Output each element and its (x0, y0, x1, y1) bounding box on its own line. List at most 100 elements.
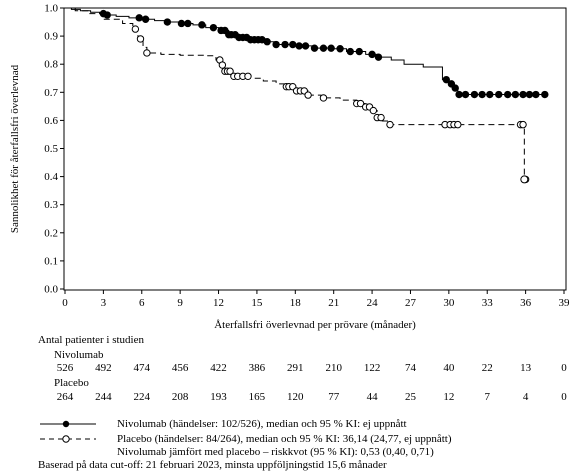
censor-marker-nivolumab (198, 21, 206, 29)
x-tick-label: 15 (251, 297, 263, 309)
censor-marker-nivolumab (301, 42, 310, 50)
x-tick-label: 30 (443, 297, 455, 309)
censor-marker-nivolumab (209, 23, 218, 32)
at-risk-count: 0 (561, 362, 567, 374)
at-risk-label-nivolumab: Nivolumab (54, 349, 104, 361)
censor-marker-placebo (143, 49, 151, 57)
at-risk-count: 13 (520, 362, 532, 374)
at-risk-count: 77 (328, 391, 340, 403)
at-risk-count: 208 (171, 391, 189, 403)
y-tick-label: 0.7 (44, 87, 58, 99)
legend-placebo-sample (40, 435, 96, 443)
x-tick-label: 24 (367, 297, 379, 309)
y-tick-label: 0.6 (44, 115, 58, 127)
at-risk-count: 291 (287, 362, 304, 374)
censor-marker-nivolumab (495, 90, 503, 99)
censor-marker-nivolumab (336, 45, 344, 53)
x-tick-label: 18 (290, 297, 302, 309)
censor-marker-placebo (356, 99, 365, 108)
series-layer (65, 7, 549, 184)
censor-marker-nivolumab (461, 90, 470, 99)
censor-marker-placebo (244, 72, 252, 80)
x-tick-label: 0 (62, 297, 68, 309)
at-risk-count: 165 (248, 391, 266, 403)
censor-marker-nivolumab (103, 11, 111, 19)
at-risk-count: 210 (325, 362, 342, 374)
x-tick-label: 6 (139, 297, 145, 309)
x-tick-label: 39 (559, 297, 571, 309)
censor-marker-nivolumab (289, 40, 297, 49)
censor-marker-nivolumab (374, 53, 383, 61)
censor-marker-nivolumab (519, 90, 527, 99)
hazard-ratio-text: Nivolumab jämfört med placebo – riskkvot… (117, 446, 434, 458)
censor-marker-placebo (136, 35, 145, 43)
at-risk-count: 386 (248, 362, 266, 374)
censor-marker-nivolumab (368, 50, 376, 59)
x-tick-label: 36 (520, 297, 532, 309)
at-risk-count: 264 (56, 391, 74, 403)
censor-marker-nivolumab (504, 90, 512, 99)
at-risk-count: 456 (171, 362, 189, 374)
censor-marker-nivolumab (532, 90, 540, 99)
series-line-nivolumab (65, 7, 545, 96)
censor-marker-nivolumab (478, 90, 486, 99)
censor-marker-placebo (519, 120, 527, 129)
censor-marker-nivolumab (272, 40, 280, 49)
at-risk-count: 526 (56, 362, 74, 374)
censor-marker-placebo (131, 25, 140, 33)
censor-marker-nivolumab (184, 19, 192, 28)
at-risk-count: 122 (363, 362, 381, 374)
series-placebo (65, 7, 530, 184)
y-tick-label: 0.5 (44, 143, 58, 155)
censor-marker-placebo (377, 113, 385, 122)
censor-marker-placebo (218, 61, 227, 69)
at-risk-count: 22 (481, 362, 493, 374)
y-tick-label: 0.8 (44, 59, 58, 71)
censor-marker-placebo (319, 94, 328, 102)
series-nivolumab (65, 7, 549, 99)
legend-nivolumab-sample (40, 420, 96, 428)
y-tick-label: 0.4 (44, 171, 58, 183)
at-risk-count: 25 (404, 391, 416, 403)
at-risk-count: 0 (561, 391, 567, 403)
y-axis-label: Sannolikhet för återfallsfri överlevnad (9, 64, 21, 233)
censor-marker-nivolumab (451, 84, 459, 92)
censor-marker-nivolumab (263, 38, 271, 46)
censor-marker-nivolumab (511, 90, 520, 99)
footnote: Baserad på data cut-off: 21 februari 202… (38, 459, 387, 471)
legend-nivolumab-text: Nivolumab (händelser: 102/526), median o… (117, 418, 407, 430)
censor-marker-nivolumab (470, 90, 479, 99)
x-tick-label: 3 (101, 297, 107, 309)
censor-marker-nivolumab (163, 18, 172, 26)
at-risk-count: 44 (366, 391, 378, 403)
legend-placebo-text: Placebo (händelser: 84/264), median och … (117, 433, 452, 445)
censor-marker-nivolumab (346, 47, 355, 56)
censor-marker-nivolumab (442, 75, 450, 84)
censor-marker-placebo (386, 120, 394, 129)
censor-marker-nivolumab (177, 19, 186, 28)
censor-marker-placebo (304, 91, 312, 99)
at-risk-count: 74 (404, 362, 416, 374)
at-risk-label-placebo: Placebo (54, 377, 89, 389)
at-risk-count: 7 (484, 391, 490, 403)
censor-marker-nivolumab (141, 15, 150, 23)
y-tick-label: 0.1 (44, 255, 58, 267)
censor-marker-nivolumab (310, 44, 319, 52)
censor-marker-placebo (369, 106, 378, 115)
y-tick-label: 0.9 (44, 31, 58, 43)
censor-marker-nivolumab (541, 90, 549, 99)
x-tick-label: 33 (482, 297, 494, 309)
censor-marker-nivolumab (355, 47, 363, 56)
censor-marker-nivolumab (319, 44, 328, 52)
censor-marker-nivolumab (525, 90, 534, 99)
censor-marker-placebo (454, 120, 462, 129)
y-tick-label: 0.0 (44, 284, 58, 296)
at-risk-count: 244 (95, 391, 112, 403)
at-risk-count: 224 (133, 391, 151, 403)
censor-marker-nivolumab (281, 40, 289, 49)
y-tick-label: 0.3 (44, 199, 58, 211)
y-tick-label: 1.0 (44, 3, 58, 15)
at-risk-count: 120 (287, 391, 304, 403)
censor-marker-nivolumab (327, 44, 335, 52)
